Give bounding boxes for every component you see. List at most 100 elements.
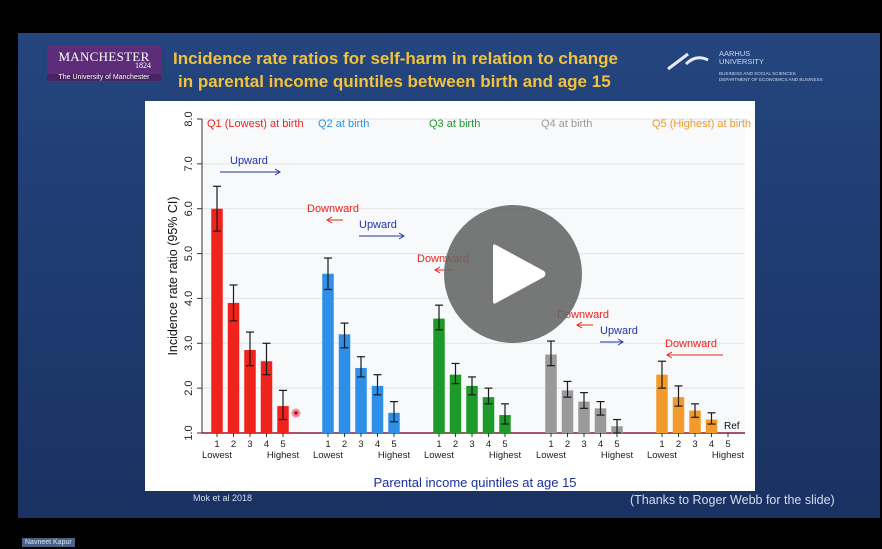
group-title: Q2 at birth [318, 118, 369, 130]
cursor-marker-dot [294, 411, 298, 415]
x-tick-label: 4 [598, 439, 603, 450]
bar [466, 385, 478, 433]
y-tick-label: 3.0 [183, 336, 195, 351]
x-axis-label: Parental income quintiles at age 15 [373, 475, 576, 490]
logo-year: 1824 [135, 61, 151, 70]
x-end-label-low: Lowest [202, 450, 232, 461]
x-tick-label: 1 [548, 439, 553, 450]
x-tick-label: 5 [614, 439, 619, 450]
annotation-arrow-head [398, 232, 405, 240]
aarhus-dept-line1: BUSINESS AND SOCIAL SCIENCES [719, 71, 796, 76]
annotation-label: Upward [230, 155, 268, 167]
x-end-label-low: Lowest [536, 450, 566, 461]
bar [338, 334, 351, 433]
x-tick-label: 2 [342, 439, 347, 450]
x-tick-label: 3 [358, 439, 363, 450]
x-tick-label: 4 [375, 439, 380, 450]
y-tick-label: 2.0 [183, 380, 195, 395]
x-tick-label: 5 [725, 439, 730, 450]
bar [322, 273, 334, 433]
x-end-label-high: Highest [378, 450, 411, 461]
slide-title-line2: in parental income quintiles between bir… [178, 72, 611, 91]
aarhus-name: AARHUS UNIVERSITY [719, 50, 764, 66]
x-tick-label: 1 [325, 439, 330, 450]
x-tick-label: 3 [469, 439, 474, 450]
x-tick-label: 1 [436, 439, 441, 450]
x-tick-label: 3 [247, 439, 252, 450]
bar [355, 367, 367, 433]
y-axis-label: Incidence rate ratio (95% CI) [166, 196, 180, 355]
y-tick-label: 7.0 [183, 156, 195, 171]
bar [371, 385, 384, 433]
play-icon [493, 244, 546, 304]
x-end-label-low: Lowest [313, 450, 343, 461]
citation: Mok et al 2018 [193, 493, 253, 503]
annotation-arrow-head [326, 216, 333, 224]
slide-title-line1: Incidence rate ratios for self-harm in r… [173, 49, 618, 68]
x-tick-label: 4 [264, 439, 269, 450]
x-tick-label: 4 [709, 439, 714, 450]
bar [656, 374, 668, 433]
logo-subtitle: The University of Manchester [47, 74, 161, 81]
chart-panel: 1.0 2.0 3.0 4.0 5.0 6.0 7.0 8.0 Incidence rate r… [145, 101, 755, 491]
annotation-arrow-head [617, 338, 624, 346]
group-title: Q3 at birth [429, 118, 480, 130]
bar [689, 410, 701, 433]
group-title: Q1 (Lowest) at birth [207, 118, 304, 130]
logo-name: MANCHESTER [58, 49, 150, 64]
x-tick-label: 2 [565, 439, 570, 450]
bar [594, 408, 607, 433]
x-tick-label: 2 [676, 439, 681, 450]
bar [578, 401, 590, 433]
x-tick-label: 1 [214, 439, 219, 450]
x-end-label-high: Highest [601, 450, 634, 461]
y-tick-label: 4.0 [183, 291, 195, 306]
x-end-label-high: Highest [489, 450, 522, 461]
bar [561, 390, 574, 433]
y-tick-label: 8.0 [183, 111, 195, 126]
bar [227, 302, 240, 433]
annotation-label: Upward [600, 325, 638, 337]
x-end-label-low: Lowest [424, 450, 454, 461]
bar [705, 419, 718, 433]
play-button[interactable] [444, 205, 582, 343]
bar [211, 208, 223, 433]
x-end-label-high: Highest [712, 450, 745, 461]
bar [545, 354, 557, 433]
slide: MANCHESTER 1824 The University of Manche… [18, 33, 880, 518]
aarhus-name-line2: UNIVERSITY [719, 57, 765, 66]
x-tick-label: 5 [391, 439, 396, 450]
aarhus-name-line1: AARHUS [719, 49, 751, 58]
bar [482, 397, 495, 433]
aarhus-logo-icon [667, 52, 709, 71]
x-tick-label: 5 [280, 439, 285, 450]
y-tick-label: 1.0 [183, 425, 195, 440]
annotation-label: Downward [307, 203, 359, 215]
y-tick-label: 6.0 [183, 201, 195, 216]
bar [433, 318, 445, 433]
annotation-arrow-head [434, 266, 441, 274]
bar [672, 397, 685, 433]
x-tick-label: 5 [502, 439, 507, 450]
bar [244, 350, 256, 433]
bar [388, 412, 400, 433]
aarhus-dept-line2: DEPARTMENT OF ECONOMICS AND BUSINESS [719, 76, 823, 82]
group-title: Q4 at birth [541, 118, 592, 130]
annotation-arrow-head [576, 321, 583, 329]
annotation-arrow-head [274, 168, 281, 176]
x-end-label-high: Highest [267, 450, 300, 461]
x-tick-label: 2 [453, 439, 458, 450]
bar [260, 361, 273, 433]
ref-label: Ref [724, 421, 740, 432]
x-end-label-low: Lowest [647, 450, 677, 461]
manchester-logo: MANCHESTER 1824 The University of Manche… [47, 46, 161, 82]
thanks-note: (Thanks to Roger Webb for the slide) [630, 493, 835, 507]
annotation-label: Downward [665, 338, 717, 350]
x-tick-label: 1 [659, 439, 664, 450]
bar [449, 374, 462, 433]
x-tick-label: 3 [581, 439, 586, 450]
aarhus-department: BUSINESS AND SOCIAL SCIENCES DEPARTMENT … [719, 71, 823, 82]
annotation-label: Upward [359, 219, 397, 231]
x-tick-label: 3 [692, 439, 697, 450]
y-tick-label: 5.0 [183, 246, 195, 261]
